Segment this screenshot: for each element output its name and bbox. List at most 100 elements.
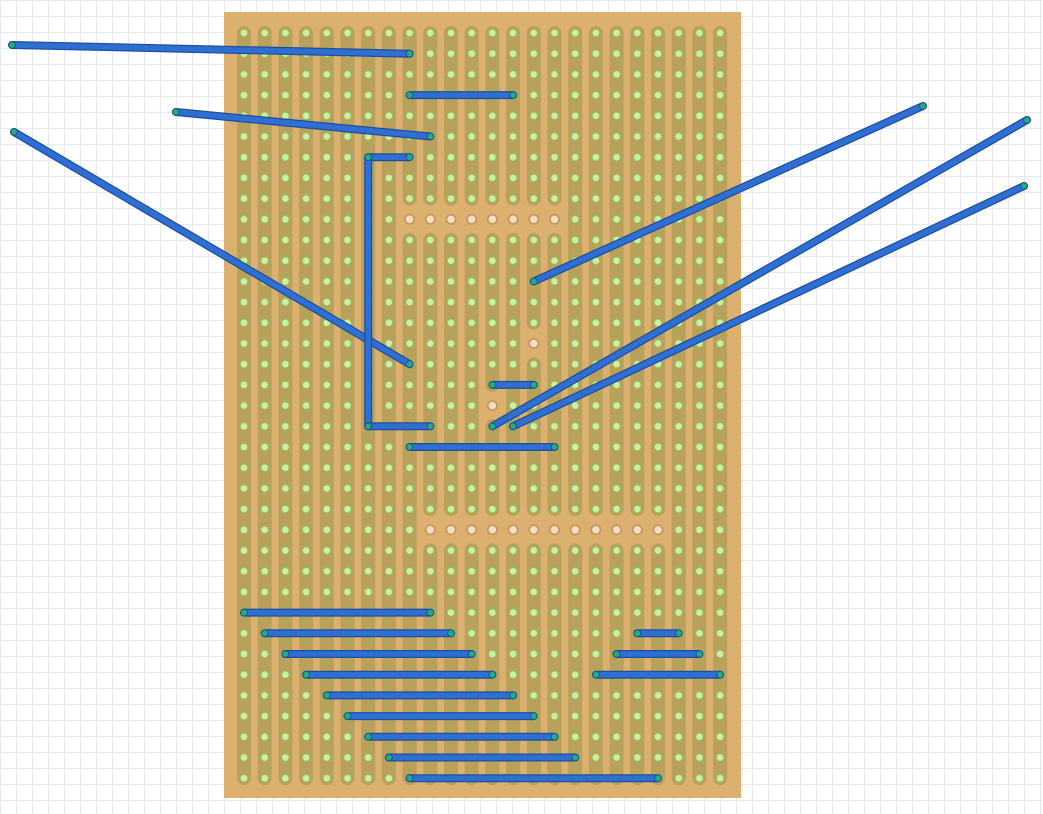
board-hole[interactable]: [384, 235, 393, 244]
board-hole[interactable]: [612, 463, 621, 472]
board-hole[interactable]: [612, 360, 621, 369]
board-hole[interactable]: [550, 360, 559, 369]
board-hole[interactable]: [405, 111, 414, 120]
board-hole[interactable]: [509, 629, 518, 638]
board-hole[interactable]: [384, 505, 393, 514]
board-hole[interactable]: [322, 91, 331, 100]
board-hole[interactable]: [426, 256, 435, 265]
board-hole[interactable]: [364, 753, 373, 762]
board-hole[interactable]: [322, 298, 331, 307]
board-hole[interactable]: [488, 28, 497, 37]
board-hole[interactable]: [343, 360, 352, 369]
board-hole[interactable]: [426, 28, 435, 37]
board-hole[interactable]: [281, 670, 290, 679]
jumper-wire[interactable]: [364, 422, 435, 431]
board-hole[interactable]: [529, 691, 538, 700]
board-hole[interactable]: [446, 484, 455, 493]
board-hole[interactable]: [281, 173, 290, 182]
board-hole[interactable]: [467, 277, 476, 286]
board-hole[interactable]: [302, 111, 311, 120]
board-hole[interactable]: [384, 442, 393, 451]
board-hole[interactable]: [571, 629, 580, 638]
board-hole[interactable]: [260, 91, 269, 100]
trace-cut-hole[interactable]: [486, 524, 498, 536]
board-hole[interactable]: [550, 712, 559, 721]
board-hole[interactable]: [405, 525, 414, 534]
board-hole[interactable]: [239, 650, 248, 659]
board-hole[interactable]: [446, 546, 455, 555]
wire-endpoint[interactable]: [426, 422, 435, 431]
board-hole[interactable]: [239, 277, 248, 286]
board-hole[interactable]: [612, 691, 621, 700]
board-hole[interactable]: [302, 380, 311, 389]
board-hole[interactable]: [571, 442, 580, 451]
board-hole[interactable]: [467, 401, 476, 410]
board-hole[interactable]: [654, 49, 663, 58]
jumper-wire[interactable]: [260, 629, 455, 638]
board-hole[interactable]: [302, 277, 311, 286]
board-hole[interactable]: [633, 608, 642, 617]
board-hole[interactable]: [384, 774, 393, 783]
board-hole[interactable]: [239, 691, 248, 700]
board-hole[interactable]: [364, 567, 373, 576]
board-hole[interactable]: [260, 463, 269, 472]
wire-endpoint[interactable]: [529, 381, 538, 389]
board-hole[interactable]: [695, 546, 704, 555]
board-hole[interactable]: [654, 608, 663, 617]
board-hole[interactable]: [302, 28, 311, 37]
board-hole[interactable]: [426, 401, 435, 410]
jumper-wire[interactable]: [529, 102, 927, 286]
board-hole[interactable]: [302, 235, 311, 244]
board-hole[interactable]: [446, 401, 455, 410]
board-hole[interactable]: [591, 546, 600, 555]
board-hole[interactable]: [302, 525, 311, 534]
board-hole[interactable]: [302, 505, 311, 514]
board-hole[interactable]: [591, 442, 600, 451]
board-hole[interactable]: [612, 277, 621, 286]
board-hole[interactable]: [322, 194, 331, 203]
board-hole[interactable]: [674, 28, 683, 37]
board-hole[interactable]: [612, 132, 621, 141]
board-hole[interactable]: [302, 753, 311, 762]
board-hole[interactable]: [674, 505, 683, 514]
board-hole[interactable]: [716, 401, 725, 410]
board-hole[interactable]: [446, 298, 455, 307]
jumper-wire[interactable]: [240, 608, 435, 617]
jumper-wire[interactable]: [172, 108, 435, 141]
board-hole[interactable]: [488, 111, 497, 120]
board-hole[interactable]: [384, 401, 393, 410]
board-hole[interactable]: [591, 587, 600, 596]
board-hole[interactable]: [571, 49, 580, 58]
board-hole[interactable]: [633, 505, 642, 514]
board-hole[interactable]: [695, 318, 704, 327]
board-hole[interactable]: [260, 587, 269, 596]
board-hole[interactable]: [322, 277, 331, 286]
board-hole[interactable]: [695, 691, 704, 700]
wire-endpoint[interactable]: [716, 670, 724, 679]
board-hole[interactable]: [384, 525, 393, 534]
board-hole[interactable]: [405, 298, 414, 307]
board-hole[interactable]: [446, 194, 455, 203]
board-hole[interactable]: [695, 463, 704, 472]
board-hole[interactable]: [654, 235, 663, 244]
board-hole[interactable]: [654, 132, 663, 141]
board-hole[interactable]: [529, 670, 538, 679]
board-hole[interactable]: [446, 318, 455, 327]
board-hole[interactable]: [716, 546, 725, 555]
board-hole[interactable]: [467, 153, 476, 162]
board-hole[interactable]: [612, 753, 621, 762]
board-hole[interactable]: [446, 567, 455, 576]
board-hole[interactable]: [364, 525, 373, 534]
board-hole[interactable]: [695, 360, 704, 369]
board-hole[interactable]: [716, 463, 725, 472]
wire-endpoint[interactable]: [240, 608, 248, 617]
board-hole[interactable]: [364, 505, 373, 514]
board-hole[interactable]: [529, 173, 538, 182]
board-hole[interactable]: [571, 587, 580, 596]
board-hole[interactable]: [384, 484, 393, 493]
board-hole[interactable]: [446, 339, 455, 348]
board-hole[interactable]: [674, 360, 683, 369]
board-hole[interactable]: [591, 629, 600, 638]
board-hole[interactable]: [529, 587, 538, 596]
board-hole[interactable]: [550, 173, 559, 182]
